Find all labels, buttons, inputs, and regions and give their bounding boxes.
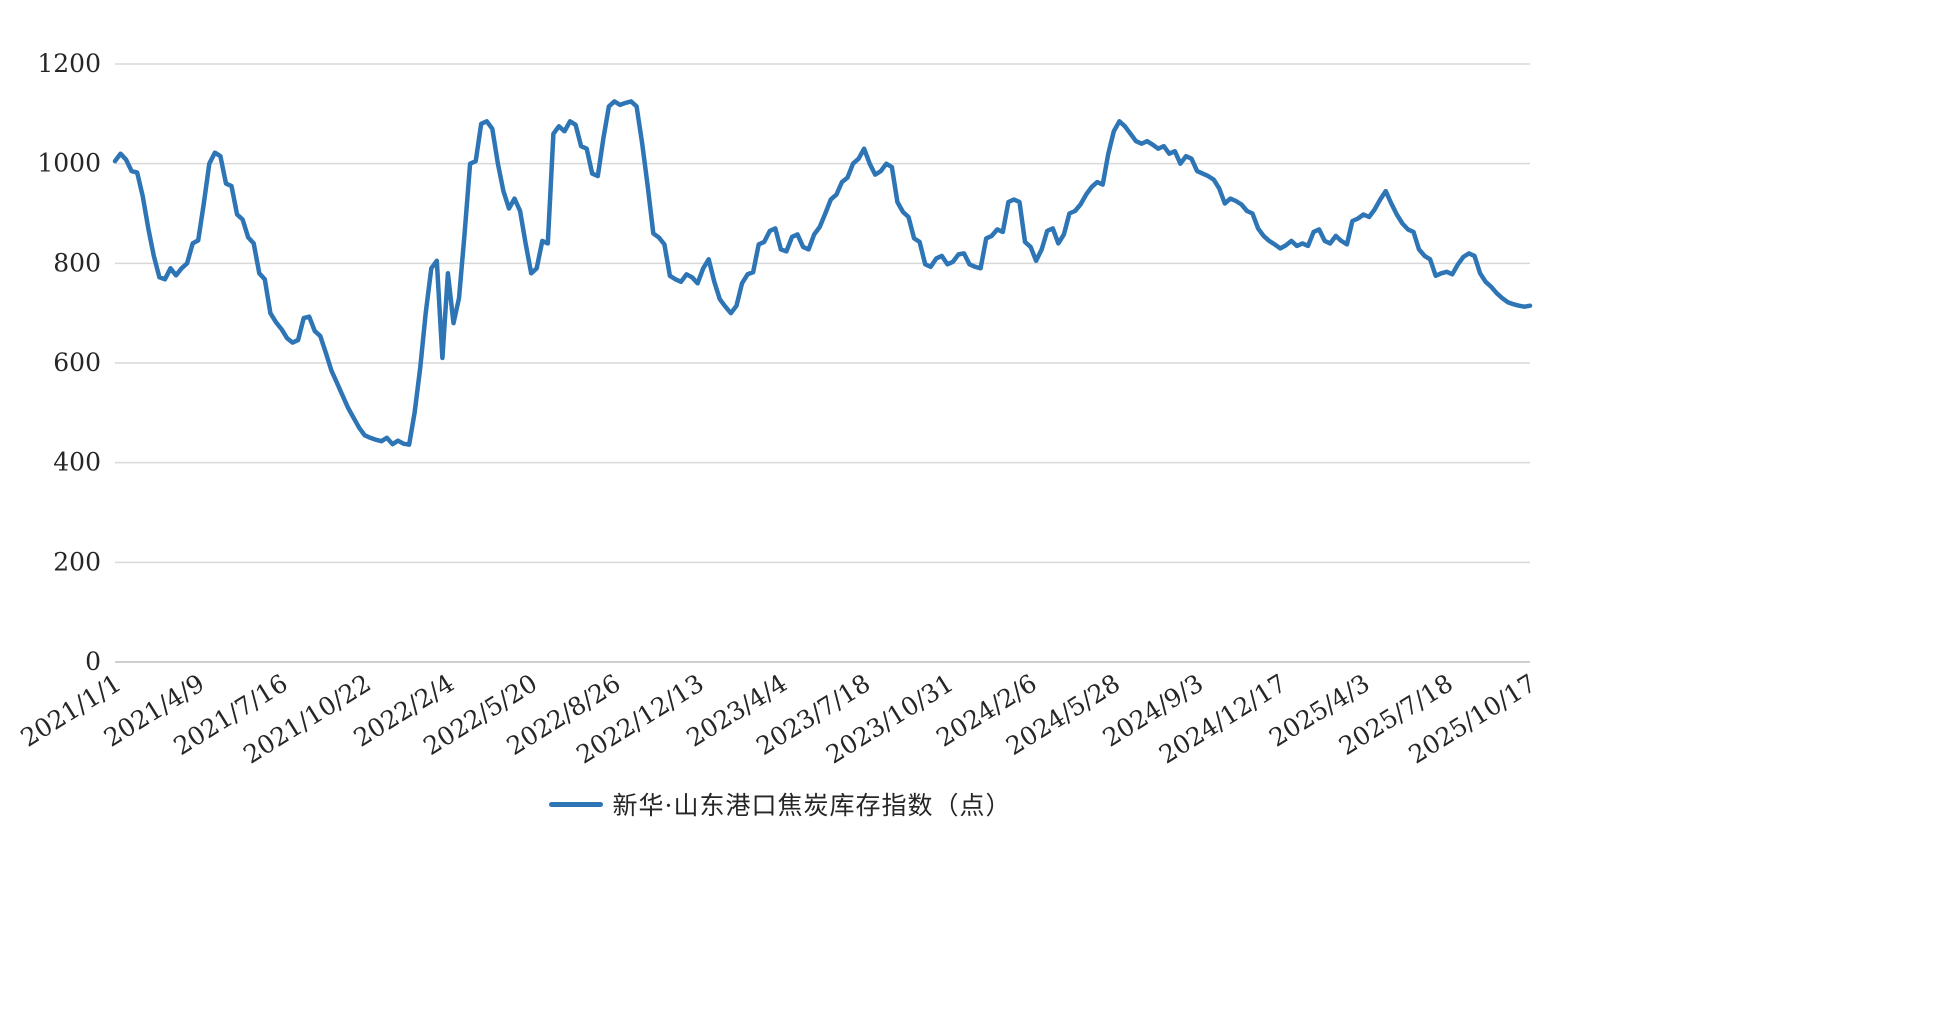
series-line: [112, 99, 1533, 447]
x-axis-labels: 2021/1/12021/4/92021/7/162021/10/222022/…: [16, 668, 1542, 769]
legend: 新华·山东港口焦炭库存指数（点）: [0, 786, 1560, 822]
y-tick-label: 800: [53, 248, 101, 277]
y-axis-labels: 0 200 400 600 800 1000 1200: [37, 49, 101, 676]
y-tick-label: 1200: [37, 49, 101, 78]
gridlines: [115, 63, 1530, 663]
y-tick-label: 600: [53, 348, 101, 377]
y-tick-label: 1000: [37, 149, 101, 178]
legend-line-swatch: [548, 801, 603, 807]
y-tick-label: 200: [53, 547, 101, 576]
y-tick-label: 400: [53, 448, 101, 477]
y-tick-label: 0: [85, 647, 101, 676]
legend-label: 新华·山东港口焦炭库存指数（点）: [612, 791, 1012, 820]
